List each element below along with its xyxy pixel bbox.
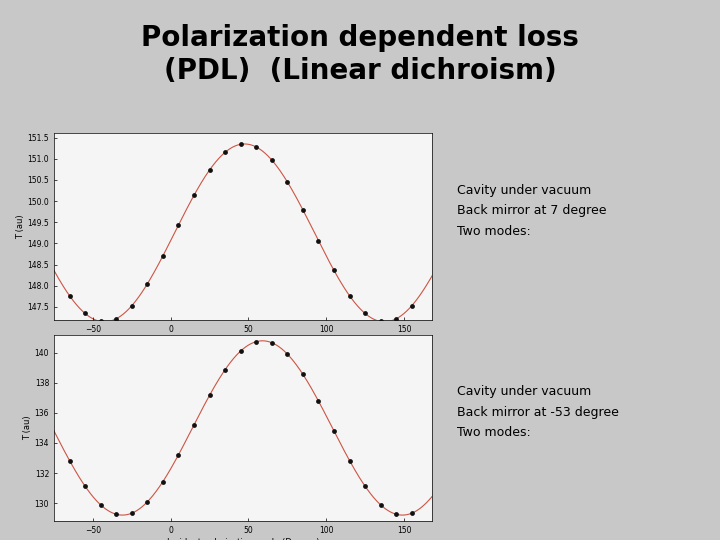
Point xyxy=(266,339,277,347)
Point xyxy=(204,391,215,400)
Point xyxy=(110,314,122,323)
Point xyxy=(157,252,168,260)
Point xyxy=(126,301,138,310)
Point xyxy=(95,501,107,509)
Text: Back mirror at 7 degree: Back mirror at 7 degree xyxy=(457,204,607,217)
Point xyxy=(157,477,168,486)
Point xyxy=(188,421,199,429)
Point xyxy=(64,456,76,465)
Point xyxy=(235,347,246,355)
Point xyxy=(266,156,277,164)
Point xyxy=(359,482,371,490)
X-axis label: Incident polarization angle (Degree): Incident polarization angle (Degree) xyxy=(167,538,319,540)
Point xyxy=(312,397,324,406)
Text: Two modes:: Two modes: xyxy=(457,225,535,238)
Text: Two modes:: Two modes: xyxy=(457,426,535,439)
Point xyxy=(406,301,418,310)
Point xyxy=(312,237,324,245)
Point xyxy=(297,370,309,379)
Point xyxy=(297,206,309,214)
Point xyxy=(282,350,293,359)
Text: Cavity under vacuum: Cavity under vacuum xyxy=(457,184,591,197)
Point xyxy=(406,509,418,517)
Point xyxy=(188,191,199,200)
Point xyxy=(126,509,138,517)
Point xyxy=(235,140,246,149)
Point xyxy=(79,482,91,490)
Point xyxy=(343,292,355,300)
Point xyxy=(173,450,184,459)
Point xyxy=(390,314,402,323)
Text: Polarization dependent loss: Polarization dependent loss xyxy=(141,24,579,52)
Text: (PDL)  (Linear dichroism): (PDL) (Linear dichroism) xyxy=(163,57,557,85)
Point xyxy=(142,497,153,506)
Point xyxy=(390,510,402,518)
Y-axis label: T (au): T (au) xyxy=(16,214,24,239)
Text: Back mirror at -53 degree: Back mirror at -53 degree xyxy=(457,406,619,419)
Point xyxy=(251,338,262,346)
Point xyxy=(142,280,153,288)
Point xyxy=(328,427,340,435)
Point xyxy=(204,166,215,174)
X-axis label: Incident polarization angle (Degree): Incident polarization angle (Degree) xyxy=(167,336,319,345)
Y-axis label: T (au): T (au) xyxy=(23,416,32,440)
Point xyxy=(375,501,387,509)
Point xyxy=(95,317,107,326)
Point xyxy=(251,143,262,151)
Point xyxy=(110,510,122,518)
Point xyxy=(282,178,293,186)
Point xyxy=(79,309,91,318)
Point xyxy=(220,366,231,374)
Point xyxy=(220,148,231,157)
Point xyxy=(328,266,340,275)
Point xyxy=(343,456,355,465)
Point xyxy=(173,221,184,230)
Point xyxy=(64,292,76,300)
Point xyxy=(375,317,387,326)
Text: Cavity under vacuum: Cavity under vacuum xyxy=(457,385,591,398)
Point xyxy=(359,309,371,318)
